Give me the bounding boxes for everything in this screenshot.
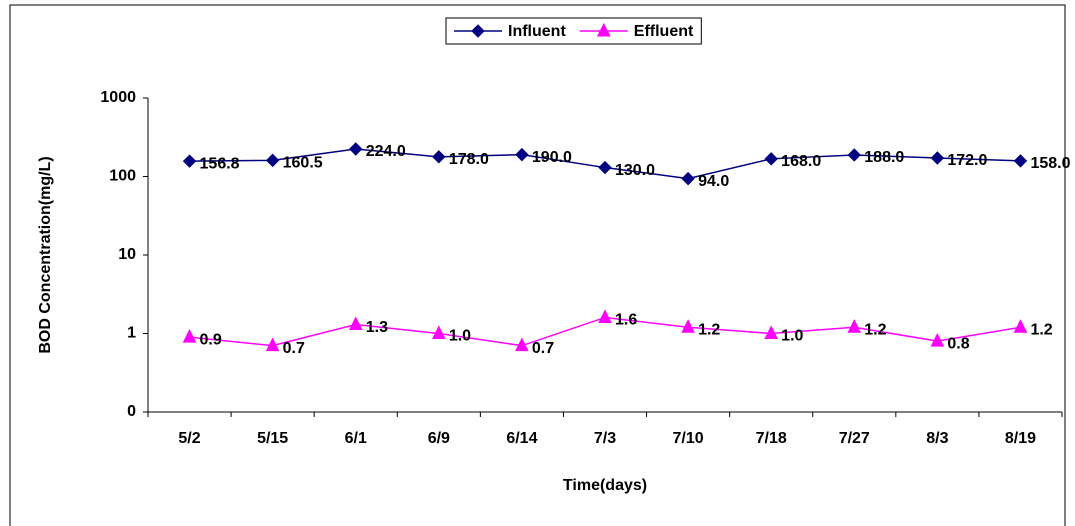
legend-label: Influent [508, 23, 566, 40]
x-tick-label: 5/15 [257, 430, 288, 447]
marker [598, 160, 612, 175]
data-label: 188.0 [864, 149, 904, 166]
data-label: 156.8 [200, 155, 240, 172]
data-label: 1.2 [1030, 322, 1052, 339]
x-tick-label: 7/10 [673, 430, 704, 447]
y-tick-label: 100 [109, 168, 136, 185]
marker [515, 337, 529, 352]
x-tick-label: 6/14 [506, 430, 537, 447]
data-label: 1.3 [366, 319, 388, 336]
data-label: 1.2 [698, 322, 720, 339]
legend-label: Effluent [634, 23, 694, 40]
marker [681, 171, 695, 186]
marker [1013, 154, 1028, 168]
data-label: 168.0 [781, 153, 821, 170]
y-tick-label: 1 [127, 325, 136, 342]
data-label: 160.5 [283, 155, 323, 172]
data-label: 0.7 [532, 340, 554, 357]
y-axis-label: BOD Concentration(mg/L) [37, 156, 54, 353]
x-tick-label: 6/9 [428, 430, 450, 447]
data-label: 158.0 [1030, 155, 1070, 172]
marker [471, 24, 485, 38]
marker [847, 319, 862, 333]
data-label: 172.0 [947, 152, 987, 169]
marker [930, 151, 945, 165]
marker [265, 153, 280, 168]
y-tick-label: 1000 [100, 89, 136, 106]
x-tick-label: 7/3 [594, 430, 616, 447]
x-tick-label: 6/1 [345, 430, 367, 447]
marker [930, 332, 945, 347]
data-label: 94.0 [698, 173, 729, 190]
x-tick-label: 7/27 [839, 430, 870, 447]
chart-frame [9, 4, 1066, 526]
x-axis-label: Time(days) [563, 477, 647, 494]
marker [847, 148, 861, 162]
marker [349, 142, 363, 156]
marker [515, 147, 529, 162]
data-label: 130.0 [615, 162, 655, 179]
data-label: 224.0 [366, 143, 406, 160]
data-label: 178.0 [449, 151, 489, 168]
data-label: 0.7 [283, 340, 305, 357]
marker [432, 150, 446, 164]
x-tick-label: 5/2 [178, 430, 200, 447]
data-label: 1.0 [449, 328, 471, 345]
marker [764, 152, 778, 166]
data-label: 1.0 [781, 328, 803, 345]
marker [432, 325, 446, 339]
x-tick-label: 8/3 [926, 430, 948, 447]
data-label: 1.2 [864, 322, 886, 339]
y-tick-label: 10 [118, 246, 136, 263]
marker [598, 309, 612, 323]
marker [1013, 319, 1028, 333]
y-tick-label: 0 [127, 403, 136, 420]
marker [182, 154, 197, 168]
x-tick-label: 8/19 [1005, 430, 1036, 447]
marker [596, 22, 611, 37]
data-label: 1.6 [615, 312, 637, 329]
data-label: 190.0 [532, 149, 572, 166]
marker [182, 328, 197, 343]
data-label: 0.9 [200, 331, 222, 348]
marker [265, 337, 280, 352]
x-tick-label: 7/18 [756, 430, 787, 447]
data-label: 0.8 [947, 335, 969, 352]
marker [681, 319, 695, 333]
marker [764, 325, 778, 339]
marker [348, 316, 363, 331]
